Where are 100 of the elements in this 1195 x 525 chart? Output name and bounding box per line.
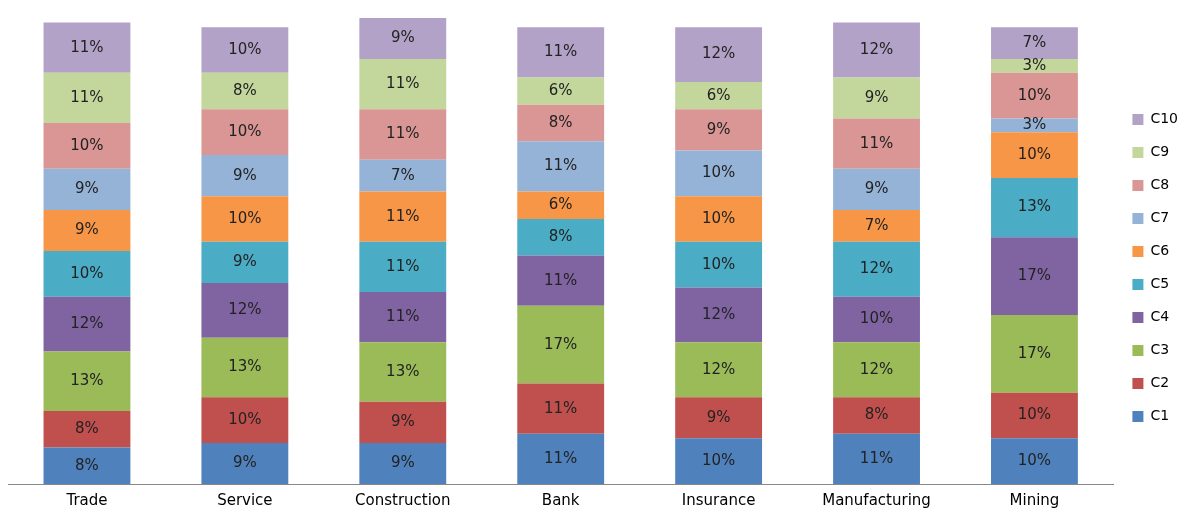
bar bbox=[991, 59, 1078, 73]
bar bbox=[675, 241, 763, 288]
bar bbox=[517, 305, 605, 384]
data-label: 9% bbox=[75, 179, 99, 198]
bar bbox=[675, 342, 763, 398]
bar bbox=[991, 72, 1078, 119]
data-label: 10% bbox=[228, 122, 262, 141]
bar bbox=[833, 168, 920, 210]
data-label: 10% bbox=[1017, 85, 1052, 104]
bar bbox=[675, 109, 763, 151]
bar bbox=[201, 155, 289, 197]
bar bbox=[991, 27, 1078, 60]
bar bbox=[833, 118, 920, 169]
bar bbox=[43, 251, 131, 297]
legend-label: C6 bbox=[1150, 242, 1170, 259]
data-label: 11% bbox=[544, 448, 578, 467]
bar bbox=[833, 77, 920, 119]
data-label: 17% bbox=[544, 334, 578, 353]
bar bbox=[675, 196, 763, 242]
bar bbox=[833, 397, 920, 434]
legend-label: C8 bbox=[1150, 176, 1170, 193]
data-label: 9% bbox=[75, 220, 99, 239]
x-tick-label: Insurance bbox=[681, 490, 756, 509]
data-label: 10% bbox=[859, 309, 894, 328]
data-label: 12% bbox=[228, 300, 262, 319]
x-tick-label: Mining bbox=[1009, 490, 1060, 509]
data-label: 9% bbox=[864, 87, 889, 106]
data-label: 17% bbox=[1017, 266, 1052, 285]
legend-label: C1 bbox=[1150, 407, 1170, 424]
bar bbox=[359, 109, 447, 160]
legend-label: C5 bbox=[1150, 275, 1170, 292]
bar bbox=[201, 282, 289, 338]
data-label: 10% bbox=[70, 135, 104, 154]
bar bbox=[991, 438, 1078, 484]
data-label: 10% bbox=[701, 254, 736, 273]
legend-label: C4 bbox=[1150, 308, 1170, 325]
data-label: 11% bbox=[386, 307, 420, 326]
data-label: 12% bbox=[859, 39, 894, 58]
bar bbox=[359, 241, 447, 293]
data-label: 12% bbox=[701, 304, 736, 323]
data-label: 10% bbox=[70, 263, 104, 282]
bar bbox=[201, 109, 289, 156]
data-label: 10% bbox=[228, 409, 262, 428]
data-label: 8% bbox=[548, 112, 573, 131]
data-label: 11% bbox=[544, 156, 578, 175]
data-label: 9% bbox=[390, 453, 415, 472]
bar bbox=[201, 397, 289, 443]
data-label: 6% bbox=[548, 80, 573, 99]
data-label: 11% bbox=[544, 270, 578, 289]
bar bbox=[201, 337, 289, 398]
bar bbox=[43, 209, 131, 251]
bar bbox=[833, 342, 920, 398]
data-label: 13% bbox=[386, 361, 420, 380]
bar bbox=[359, 18, 447, 60]
legend-label: C3 bbox=[1150, 341, 1170, 358]
data-label: 7% bbox=[864, 215, 889, 234]
data-label: 9% bbox=[390, 412, 415, 431]
data-label: 13% bbox=[228, 357, 262, 376]
data-label: 8% bbox=[548, 227, 573, 246]
bar bbox=[43, 410, 131, 448]
bar bbox=[201, 241, 289, 283]
data-label: 6% bbox=[548, 195, 573, 214]
data-label: 11% bbox=[70, 87, 104, 106]
bar bbox=[517, 191, 605, 220]
data-label: 10% bbox=[228, 208, 262, 227]
bar bbox=[43, 351, 131, 411]
bar bbox=[991, 392, 1078, 439]
bar bbox=[201, 196, 289, 242]
data-label: 12% bbox=[701, 359, 736, 378]
bar bbox=[675, 27, 763, 82]
bar bbox=[517, 433, 605, 484]
x-tick-label: Bank bbox=[541, 490, 580, 509]
bar bbox=[991, 132, 1078, 178]
x-tick-label: Construction bbox=[355, 490, 451, 509]
bar bbox=[201, 27, 289, 73]
bar bbox=[517, 219, 605, 256]
data-label: 10% bbox=[1017, 451, 1052, 470]
legend-label: C10 bbox=[1150, 110, 1178, 127]
x-tick-label: Service bbox=[217, 490, 273, 509]
bar bbox=[833, 296, 920, 343]
data-label: 11% bbox=[386, 256, 420, 275]
bar bbox=[359, 292, 447, 343]
bar bbox=[201, 72, 289, 110]
data-label: 9% bbox=[390, 28, 415, 47]
data-label: 9% bbox=[232, 165, 257, 184]
data-label: 11% bbox=[70, 37, 104, 56]
data-label: 13% bbox=[70, 371, 104, 390]
bar bbox=[359, 442, 447, 484]
data-label: 10% bbox=[701, 451, 736, 470]
bar bbox=[359, 342, 447, 402]
legend-label: C2 bbox=[1150, 374, 1170, 391]
bar bbox=[43, 22, 131, 73]
data-label: 11% bbox=[386, 124, 420, 143]
bar bbox=[359, 59, 447, 110]
data-label: 12% bbox=[701, 44, 736, 63]
data-label: 12% bbox=[859, 359, 894, 378]
bar bbox=[43, 168, 131, 210]
data-label: 11% bbox=[859, 448, 894, 467]
bar bbox=[675, 438, 763, 484]
bar bbox=[991, 177, 1078, 238]
